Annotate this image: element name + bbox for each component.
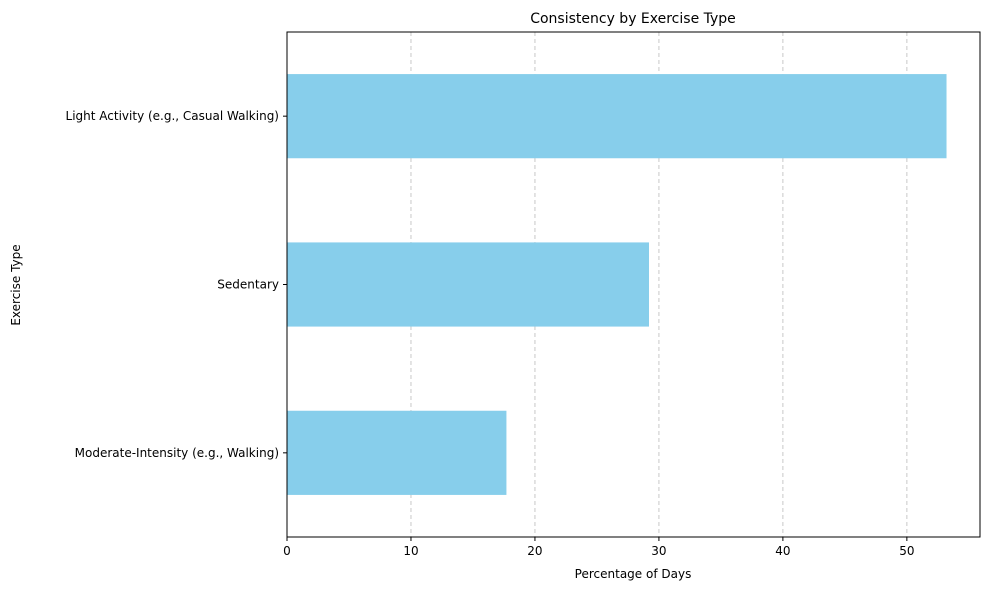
x-tick-label: 30 [651, 544, 666, 558]
bar [287, 410, 507, 495]
y-tick-label: Light Activity (e.g., Casual Walking) [66, 109, 279, 123]
plot-frame [286, 31, 981, 538]
y-axis-label: Exercise Type [9, 244, 23, 325]
bar [287, 242, 649, 327]
x-tick-label: 40 [775, 544, 790, 558]
y-tick-label: Sedentary [217, 278, 279, 292]
x-tick-label: 10 [403, 544, 418, 558]
x-axis-label: Percentage of Days [575, 567, 692, 581]
x-tick-label: 0 [283, 544, 291, 558]
y-tick-label: Moderate-Intensity (e.g., Walking) [75, 446, 279, 460]
x-tick-label: 50 [899, 544, 914, 558]
ticks: 0 10 20 30 40 50 Light Activity (e.g., Casual … [66, 109, 915, 558]
bars [287, 74, 947, 495]
chart-title: Consistency by Exercise Type [530, 11, 736, 27]
x-tick-label: 20 [527, 544, 542, 558]
bar [287, 74, 947, 159]
